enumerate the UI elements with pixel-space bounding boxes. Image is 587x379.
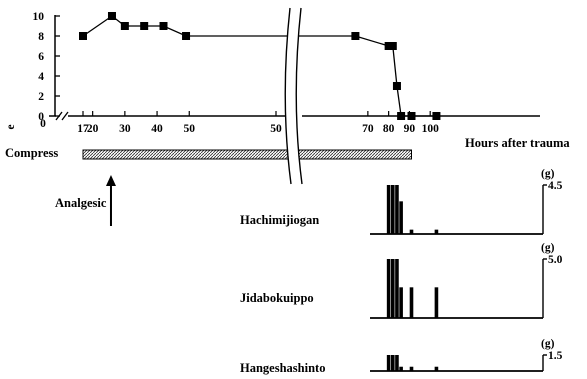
- bar: [409, 366, 414, 371]
- y-ticks: 0 2 4 6 8 10 0: [33, 11, 60, 130]
- bar: [434, 366, 439, 371]
- herbal-medicine-panels: Hachimijiogan(g)4.5Jidabokuippo(g)5.0Han…: [240, 168, 563, 375]
- series-markers: [79, 12, 441, 120]
- x-tick-label: 100: [422, 123, 440, 135]
- y-tick-label: 8: [38, 31, 44, 43]
- data-point: [182, 32, 191, 40]
- bar: [399, 287, 403, 318]
- axis-break-curve: [284, 7, 303, 185]
- data-point: [120, 22, 129, 30]
- y-axis-label: e: [5, 124, 17, 129]
- data-point: [351, 32, 360, 40]
- panel-unit: (g): [541, 338, 555, 350]
- bar: [395, 259, 399, 318]
- bar: [395, 185, 399, 234]
- x-tick-label: 30: [119, 123, 131, 135]
- y-tick-label: 10: [33, 11, 45, 23]
- panel-max-label: 5.0: [548, 254, 563, 266]
- bar: [386, 259, 391, 318]
- data-point: [140, 22, 149, 30]
- panel-label: Hangeshashinto: [240, 361, 325, 375]
- bar: [399, 366, 403, 371]
- data-point: [79, 32, 87, 40]
- panel-hangeshashinto: Hangeshashinto (g)1.5: [240, 338, 563, 375]
- compress-label: Compress: [5, 146, 58, 160]
- bar: [434, 229, 439, 234]
- data-point: [432, 112, 441, 120]
- y-tick-label: 6: [38, 51, 44, 63]
- bar: [390, 185, 395, 234]
- panel-unit: (g): [541, 168, 555, 180]
- x-tick-label: 50: [270, 123, 282, 135]
- panel-max-label: 4.5: [548, 180, 563, 192]
- x-tick-label: 90: [404, 123, 416, 135]
- analgesic-arrow-head: [105, 175, 116, 186]
- x-axis-label: Hours after trauma: [465, 136, 570, 150]
- panel-hachimijiogan: Hachimijiogan (g)4.5: [240, 168, 563, 235]
- analgesic-label: Analgesic: [55, 196, 107, 210]
- y-tick-label: 2: [38, 91, 44, 103]
- panel-label: Jidabokuippo: [240, 291, 314, 305]
- x-tick-label: 17: [77, 123, 89, 135]
- bar: [399, 201, 403, 234]
- x-tick-label: 80: [383, 123, 395, 135]
- x-origin-label: 0: [40, 118, 46, 130]
- bar: [390, 355, 395, 371]
- x-tick-label: 70: [362, 123, 374, 135]
- bar: [386, 355, 391, 371]
- data-point: [388, 42, 397, 50]
- x-tick-label: 40: [151, 123, 163, 135]
- bar: [409, 287, 414, 318]
- y-tick-label: 0: [38, 111, 44, 123]
- panel-jidabokuippo: Jidabokuippo (g)5.0: [240, 242, 563, 319]
- y-tick-label: 4: [38, 71, 44, 83]
- bar: [409, 229, 414, 234]
- x-tick-label: 20: [87, 123, 99, 135]
- x-tick-label: 50: [184, 123, 196, 135]
- bar: [395, 355, 399, 371]
- bar: [390, 259, 395, 318]
- treatment-row: Compress Analgesic: [5, 146, 412, 226]
- data-point: [392, 82, 401, 90]
- compress-bar: [82, 149, 412, 160]
- data-point: [159, 22, 168, 30]
- data-point: [384, 42, 393, 50]
- bar: [386, 185, 391, 234]
- data-point: [397, 112, 406, 120]
- data-point: [407, 112, 416, 120]
- panel-label: Hachimijiogan: [240, 213, 319, 227]
- panel-unit: (g): [541, 242, 555, 254]
- data-point: [107, 12, 116, 20]
- bar: [434, 287, 439, 318]
- panel-max-label: 1.5: [548, 350, 563, 362]
- series-line: [82, 15, 437, 117]
